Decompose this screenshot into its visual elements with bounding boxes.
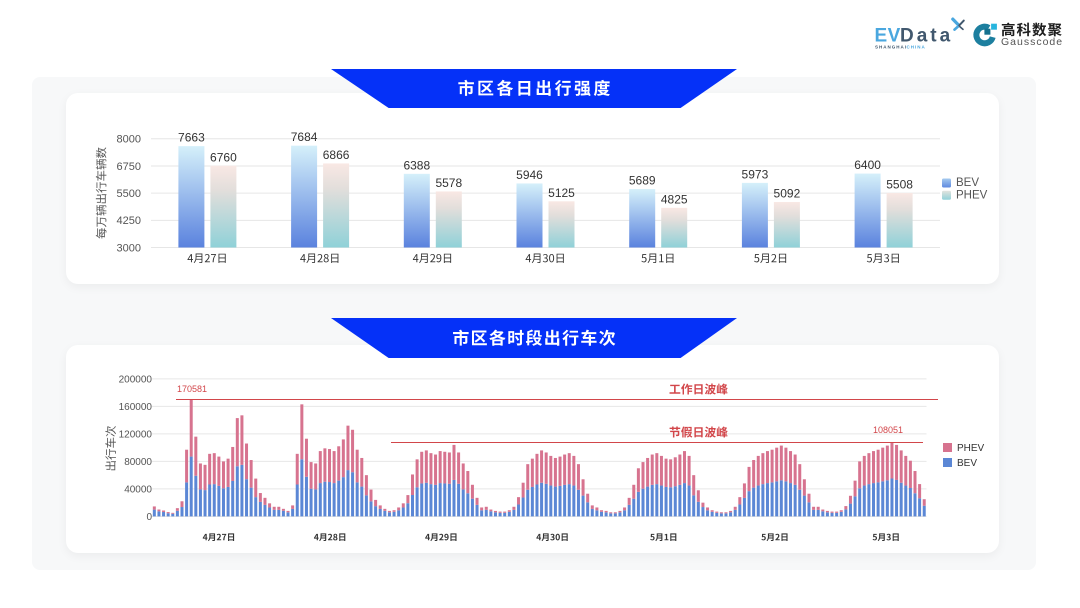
- svg-text:5973: 5973: [742, 167, 769, 181]
- svg-text:Data: Data: [900, 26, 953, 47]
- svg-text:5125: 5125: [548, 186, 575, 200]
- svg-text:6760: 6760: [210, 150, 237, 164]
- svg-text:160000: 160000: [119, 402, 153, 413]
- svg-text:6866: 6866: [323, 148, 350, 162]
- svg-text:170581: 170581: [177, 384, 207, 394]
- svg-text:BEV: BEV: [957, 458, 977, 469]
- svg-text:40000: 40000: [124, 485, 152, 496]
- svg-text:Gausscode: Gausscode: [1001, 36, 1063, 48]
- svg-text:6400: 6400: [854, 158, 881, 172]
- svg-text:200000: 200000: [119, 375, 153, 386]
- svg-text:5500: 5500: [117, 188, 141, 200]
- svg-text:EV: EV: [875, 26, 901, 47]
- svg-text:4825: 4825: [661, 192, 688, 206]
- svg-text:PHEV: PHEV: [957, 443, 985, 454]
- svg-text:3000: 3000: [117, 242, 141, 254]
- svg-text:8000: 8000: [117, 134, 141, 146]
- svg-text:6750: 6750: [117, 161, 141, 173]
- svg-text:7684: 7684: [291, 130, 318, 144]
- svg-text:5578: 5578: [435, 176, 462, 190]
- svg-text:PHEV: PHEV: [956, 189, 988, 201]
- svg-text:5092: 5092: [774, 187, 801, 201]
- svg-text:108051: 108051: [873, 425, 903, 435]
- svg-text:BEV: BEV: [956, 177, 979, 189]
- svg-text:7663: 7663: [178, 131, 205, 145]
- svg-text:4250: 4250: [117, 215, 141, 227]
- svg-text:CHINA: CHINA: [907, 44, 926, 49]
- svg-text:5689: 5689: [629, 174, 656, 188]
- svg-text:5508: 5508: [886, 177, 913, 191]
- svg-text:SHANGHAI: SHANGHAI: [875, 44, 907, 49]
- svg-text:120000: 120000: [119, 430, 153, 441]
- svg-text:5946: 5946: [516, 168, 543, 182]
- svg-text:80000: 80000: [124, 457, 152, 468]
- svg-text:0: 0: [146, 512, 152, 523]
- svg-text:6388: 6388: [403, 158, 430, 172]
